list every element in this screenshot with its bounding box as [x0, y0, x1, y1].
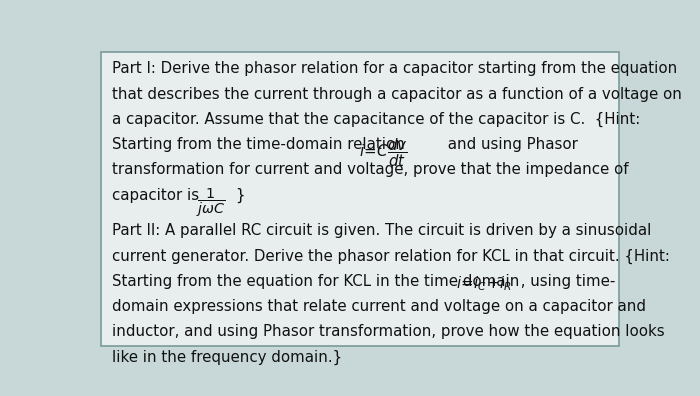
Text: transformation for current and voltage, prove that the impedance of: transformation for current and voltage, … [112, 162, 629, 177]
Text: Part II: A parallel RC circuit is given. The circuit is driven by a sinusoidal: Part II: A parallel RC circuit is given.… [112, 223, 651, 238]
Text: and using Phasor: and using Phasor [443, 137, 578, 152]
Text: inductor, and using Phasor transformation, prove how the equation looks: inductor, and using Phasor transformatio… [112, 324, 664, 339]
Text: current generator. Derive the phasor relation for KCL in that circuit. {Hint:: current generator. Derive the phasor rel… [112, 249, 670, 264]
Text: that describes the current through a capacitor as a function of a voltage on: that describes the current through a cap… [112, 87, 682, 101]
Text: $\dfrac{1}{j\omega C}$: $\dfrac{1}{j\omega C}$ [196, 187, 225, 219]
Text: Starting from the time-domain relation: Starting from the time-domain relation [112, 137, 405, 152]
Text: domain expressions that relate current and voltage on a capacitor and: domain expressions that relate current a… [112, 299, 646, 314]
FancyBboxPatch shape [101, 52, 619, 346]
Text: $i\!=\!C\dfrac{dv}{dt}$: $i\!=\!C\dfrac{dv}{dt}$ [359, 136, 408, 169]
Text: $i\!=\!i_C\!+\!i_R$: $i\!=\!i_C\!+\!i_R$ [456, 274, 512, 293]
Text: }: } [236, 188, 245, 203]
Text: Starting from the equation for KCL in the time domain: Starting from the equation for KCL in th… [112, 274, 519, 289]
Text: a capacitor. Assume that the capacitance of the capacitor is C.  {Hint:: a capacitor. Assume that the capacitance… [112, 112, 640, 127]
Text: Part I: Derive the phasor relation for a capacitor starting from the equation: Part I: Derive the phasor relation for a… [112, 61, 677, 76]
Text: capacitor is: capacitor is [112, 188, 199, 203]
Text: , using time-: , using time- [516, 274, 615, 289]
Text: like in the frequency domain.}: like in the frequency domain.} [112, 350, 342, 365]
